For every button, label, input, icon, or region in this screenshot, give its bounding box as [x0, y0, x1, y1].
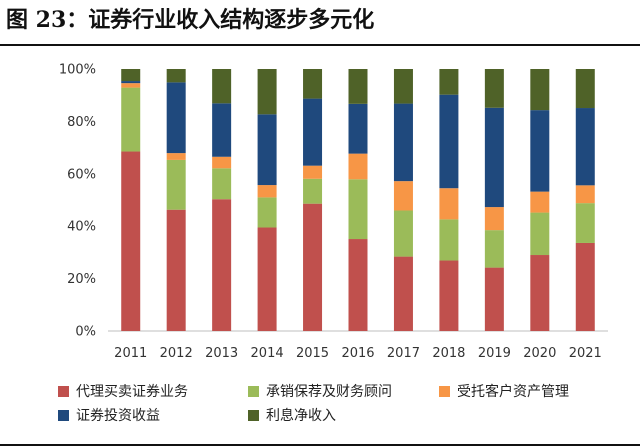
bar-segment: [121, 81, 141, 84]
legend-label: 承销保荐及财务顾问: [266, 384, 392, 400]
legend-swatch: [248, 410, 259, 421]
x-tick-label: 2012: [160, 346, 193, 361]
y-tick-label: 80%: [67, 115, 96, 130]
bar-segment: [530, 255, 550, 331]
bar-segment: [439, 188, 459, 220]
legend-label: 代理买卖证券业务: [76, 384, 188, 400]
bar-segment: [166, 209, 186, 331]
bar-segment: [530, 69, 550, 111]
bar-segment: [348, 239, 368, 331]
bar-segment: [212, 168, 232, 200]
bar-segment: [393, 181, 413, 211]
bar-segment: [348, 179, 368, 240]
bar-segment: [530, 110, 550, 192]
figure-title: 图 23：证券行业收入结构逐步多元化: [6, 7, 375, 33]
x-tick-label: 2021: [569, 346, 602, 361]
bar-segment: [257, 227, 277, 331]
title-rule: [0, 44, 640, 46]
x-tick-label: 2011: [114, 346, 147, 361]
bar-segment: [212, 199, 232, 331]
bar-segment: [348, 69, 368, 104]
bottom-rule: [0, 444, 640, 446]
bar-segment: [530, 212, 550, 256]
bar-segment: [393, 103, 413, 182]
bar-segment: [484, 207, 504, 231]
legend-label: 利息净收入: [266, 407, 336, 424]
bar-segment: [439, 69, 459, 95]
legend-swatch: [58, 386, 69, 397]
y-tick-labels: 0% 20% 40% 60% 80% 100%: [59, 63, 96, 340]
bar-segment: [575, 185, 595, 204]
bar-segment: [575, 69, 595, 109]
bar-segment: [484, 267, 504, 331]
bar-segment: [348, 103, 368, 154]
bar-segment: [439, 260, 459, 331]
x-tick-label: 2016: [341, 346, 374, 361]
bar-segment: [166, 82, 186, 154]
bar-segment: [121, 151, 141, 331]
bar-segment: [212, 103, 232, 157]
legend-swatch: [58, 410, 69, 421]
x-tick-label: 2014: [251, 346, 284, 361]
bar-segment: [121, 69, 141, 82]
bar-segment: [575, 242, 595, 331]
bar-segment: [348, 153, 368, 180]
x-tick-labels: 2011 2012 2013 2014 2015 2016 2017 2018 2019 2020…: [114, 346, 602, 361]
bar-segment: [303, 69, 323, 99]
bar-segment: [303, 178, 323, 204]
x-tick-label: 2018: [432, 346, 465, 361]
bar-segment: [484, 230, 504, 268]
x-tick-label: 2017: [387, 346, 420, 361]
bar-segment: [166, 159, 186, 210]
bar-segment: [257, 69, 277, 115]
bar-segment: [257, 197, 277, 228]
legend-swatch: [248, 386, 259, 397]
legend-label: 受托客户资产管理: [457, 383, 569, 400]
y-tick-label: 40%: [67, 220, 96, 235]
bar-segment: [166, 69, 186, 83]
bar-segment: [303, 203, 323, 331]
y-tick-label: 0%: [75, 325, 96, 340]
bar-segment: [121, 83, 141, 88]
legend-label: 证券投资收益: [76, 408, 160, 424]
bar-segment: [303, 165, 323, 179]
bar-segment: [257, 185, 277, 198]
bar-segment: [212, 69, 232, 104]
legend-swatch: [439, 386, 450, 397]
bar-segment: [393, 69, 413, 104]
bar-segment: [303, 98, 323, 166]
x-tick-label: 2019: [478, 346, 511, 361]
y-tick-label: 20%: [67, 272, 96, 287]
bar-segment: [257, 114, 277, 186]
bar-segment: [484, 69, 504, 108]
bar-segment: [575, 203, 595, 243]
bar-segment: [530, 191, 550, 213]
bar-segment: [166, 153, 186, 160]
bar-segment: [439, 219, 459, 261]
bar-segment: [393, 256, 413, 331]
bar-segment: [393, 210, 413, 257]
x-tick-label: 2013: [205, 346, 238, 361]
y-tick-label: 60%: [67, 167, 96, 182]
bar-segment: [212, 156, 232, 169]
bar-segment: [121, 87, 141, 152]
x-tick-label: 2015: [296, 346, 329, 361]
x-tick-label: 2020: [523, 346, 556, 361]
y-tick-label: 100%: [59, 63, 96, 78]
bars: [121, 69, 595, 331]
bar-segment: [439, 94, 459, 189]
bar-segment: [575, 108, 595, 186]
bar-segment: [484, 107, 504, 208]
